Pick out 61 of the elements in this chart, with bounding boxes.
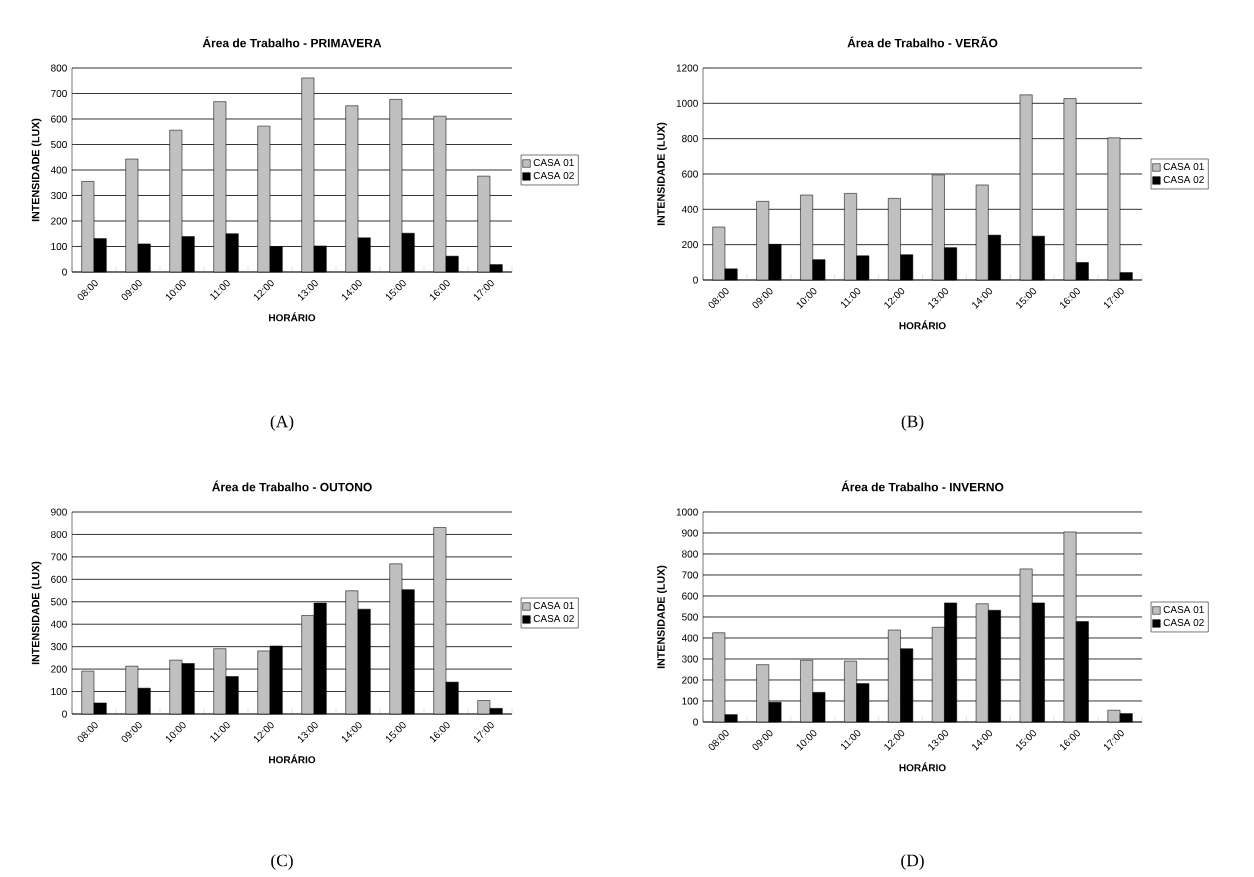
y-axis-title: INTENSIDADE (LUX) — [31, 561, 42, 665]
y-tick-label: 600 — [682, 592, 698, 600]
y-tick-label: 700 — [51, 553, 67, 561]
legend-label: CASA 01 — [1163, 606, 1204, 614]
y-tick-label: 400 — [681, 205, 698, 213]
y-tick-label: 800 — [51, 64, 67, 72]
y-tick-label: 100 — [682, 697, 698, 705]
chart-title: Área de Trabalho - INVERNO — [841, 480, 1004, 492]
y-tick-label: 200 — [51, 665, 67, 673]
y-tick-label: 800 — [682, 135, 698, 143]
y-axis-title: INTENSIDADE (LUX) — [656, 565, 667, 669]
x-axis-title: HORÁRIO — [269, 754, 316, 764]
y-tick-label: 0 — [693, 276, 698, 284]
chart-title: Área de Trabalho - VERÃO — [847, 36, 998, 48]
y-tick-label: 300 — [50, 191, 67, 200]
y-tick-label: 300 — [50, 643, 67, 651]
y-tick-label: 500 — [682, 613, 698, 621]
y-axis-title: INTENSIDADE (LUX) — [31, 118, 42, 222]
y-tick-label: 500 — [51, 598, 67, 606]
legend-label: CASA 01 — [533, 159, 574, 167]
y-tick-label: 400 — [681, 634, 698, 642]
y-tick-label: 0 — [693, 718, 698, 726]
y-tick-label: 0 — [62, 268, 67, 276]
legend-label: CASA 02 — [533, 614, 574, 623]
text: (C) — [271, 854, 293, 870]
text: (A) — [270, 415, 294, 431]
legend-label: CASA 02 — [1163, 618, 1204, 627]
y-tick-label: 300 — [681, 655, 698, 663]
y-tick-label: 0 — [62, 710, 67, 718]
x-axis-title: HORÁRIO — [269, 312, 316, 322]
legend-label: CASA 01 — [1163, 163, 1204, 171]
y-tick-label: 600 — [51, 115, 67, 123]
y-tick-label: 800 — [682, 550, 698, 558]
y-tick-label: 900 — [682, 529, 698, 537]
y-tick-label: 100 — [51, 242, 67, 251]
y-tick-label: 1000 — [676, 99, 698, 107]
chart-title: Área de Trabalho - OUTONO — [212, 480, 372, 492]
legend-label: CASA 02 — [1163, 175, 1204, 184]
x-axis-title: HORÁRIO — [899, 320, 946, 330]
y-tick-label: 900 — [51, 508, 67, 516]
legend-label: CASA 01 — [533, 602, 574, 610]
x-axis-title: HORÁRIO — [899, 762, 946, 772]
y-tick-label: 200 — [682, 676, 698, 684]
legend-label: CASA 02 — [533, 171, 574, 180]
y-tick-label: 200 — [51, 217, 67, 225]
y-tick-label: 600 — [682, 170, 698, 178]
chart-title: Área de Trabalho - PRIMAVERA — [202, 36, 382, 48]
y-tick-label: 500 — [51, 140, 67, 149]
y-tick-label: 700 — [682, 571, 698, 579]
y-tick-label: 600 — [51, 575, 67, 583]
y-tick-label: 200 — [682, 241, 698, 249]
y-tick-label: 100 — [51, 688, 67, 696]
y-tick-label: 400 — [50, 166, 67, 174]
y-tick-label: 1200 — [676, 64, 698, 72]
text: (D) — [901, 854, 924, 870]
y-tick-label: 400 — [50, 620, 67, 628]
y-axis-title: INTENSIDADE (LUX) — [656, 122, 667, 226]
text: (B) — [901, 415, 924, 431]
y-tick-label: 1000 — [676, 508, 698, 516]
y-tick-label: 700 — [51, 89, 67, 98]
y-tick-label: 800 — [51, 530, 67, 538]
